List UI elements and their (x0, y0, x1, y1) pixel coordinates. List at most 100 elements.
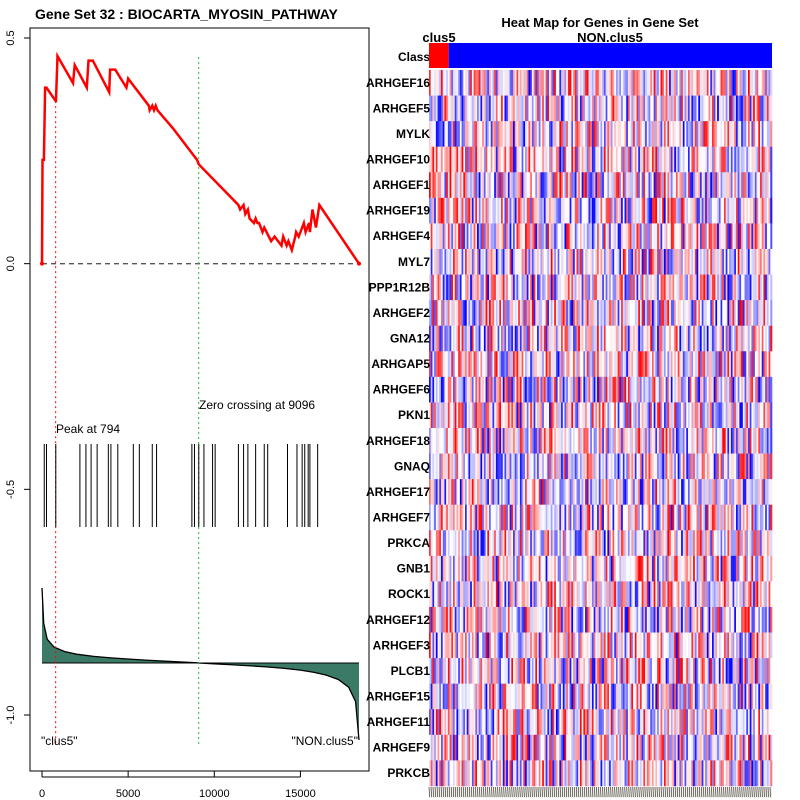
heatmap-cell (585, 530, 588, 557)
heatmap-cell (461, 300, 464, 326)
heatmap-cell (744, 223, 747, 250)
heatmap-cell (537, 402, 540, 429)
heatmap-cell (653, 632, 656, 659)
heatmap-cell (547, 402, 550, 429)
heatmap-cell (586, 402, 589, 429)
heatmap-cell (741, 172, 744, 199)
heatmap-cell (684, 530, 687, 557)
heatmap-cell (651, 197, 654, 224)
heatmap-cell (581, 658, 584, 684)
heatmap-cell (675, 555, 678, 582)
heatmap-cell (459, 427, 462, 454)
heatmap-cell (597, 530, 600, 557)
heatmap-cell (624, 427, 627, 454)
heatmap-cell (766, 479, 769, 505)
heatmap-cell (499, 658, 502, 684)
heatmap-cell (758, 606, 761, 633)
heatmap-cell (523, 555, 526, 582)
heatmap-cell (725, 479, 728, 505)
heatmap-cell (737, 95, 740, 122)
heatmap-cell (513, 95, 516, 122)
heatmap-cell (627, 351, 630, 378)
heatmap-cell (735, 402, 739, 429)
heatmap-cell (549, 376, 552, 403)
heatmap-cell (507, 274, 510, 301)
heatmap-cell (689, 274, 692, 301)
heatmap-cell (633, 402, 636, 429)
heatmap-cell (564, 504, 567, 531)
heatmap-cell (543, 223, 546, 250)
heatmap-cell (760, 70, 763, 96)
heatmap-cell (591, 606, 594, 633)
heatmap-cell (732, 146, 735, 173)
heatmap-cell (574, 683, 577, 710)
heatmap-cell (621, 530, 624, 557)
heatmap-cell (627, 223, 630, 250)
heatmap-cell (603, 95, 606, 122)
heatmap-cell (566, 632, 569, 659)
heatmap-cell (615, 351, 618, 378)
heatmap-cell (499, 121, 502, 148)
heatmap-cell (578, 95, 581, 122)
heatmap-cell (593, 376, 596, 403)
heatmap-cell (501, 70, 504, 96)
heatmap-cell (706, 479, 709, 505)
heatmap-cell (741, 632, 744, 659)
heatmap-cell (507, 504, 510, 531)
heatmap-cell (682, 300, 685, 326)
heatmap-cell (617, 248, 620, 275)
heatmap-cell (687, 300, 690, 326)
heatmap-cell (537, 300, 540, 326)
heatmap-cell (569, 453, 572, 480)
heatmap-cell (494, 632, 497, 659)
heatmap-cell (684, 632, 687, 659)
heatmap-cell (487, 121, 490, 148)
heatmap-cell (715, 325, 718, 352)
heatmap-row (429, 121, 773, 148)
heatmap-cell (597, 300, 600, 326)
heatmap-cell (730, 606, 733, 633)
heatmap-cell (516, 223, 519, 250)
heatmap-cell (643, 658, 646, 684)
heatmap-cell (521, 555, 524, 582)
heatmap-cell (586, 479, 589, 505)
heatmap-cell (526, 683, 529, 710)
heatmap-cell (660, 300, 663, 326)
heatmap-cell (466, 325, 469, 352)
heatmap-row (429, 606, 773, 633)
heatmap-row (429, 632, 773, 659)
heatmap-cell (494, 223, 497, 250)
heatmap-cell (434, 351, 437, 378)
heatmap-cell (485, 95, 488, 122)
heatmap-cell (626, 606, 629, 633)
heatmap-cell (497, 632, 500, 659)
heatmap-cell (533, 453, 536, 480)
heatmap-cell (451, 70, 454, 96)
heatmap-cell (713, 632, 716, 659)
heatmap-cell (643, 555, 646, 582)
heatmap-cell (526, 427, 529, 454)
heatmap-cell (444, 581, 447, 608)
heatmap-cell (730, 325, 733, 352)
heatmap-cell (600, 555, 603, 582)
heatmap-cell (698, 402, 701, 429)
heatmap-cell (566, 121, 569, 148)
heatmap-cell (710, 70, 713, 96)
heatmap-cell (737, 606, 740, 633)
heatmap-cell (600, 427, 603, 454)
heatmap-cell (446, 172, 449, 199)
heatmap-cell (526, 504, 529, 531)
heatmap-cell (507, 632, 510, 659)
heatmap-cell (737, 325, 740, 352)
heatmap-cell (747, 223, 751, 250)
heatmap-cell (615, 300, 618, 326)
heatmap-cell (533, 248, 536, 275)
heatmap-cell (538, 606, 541, 633)
heatmap-cell (761, 658, 764, 684)
heatmap-cell (495, 300, 498, 326)
heatmap-cell (691, 427, 694, 454)
heatmap-cell (441, 300, 444, 326)
heatmap-cell (435, 581, 438, 608)
heatmap-cell (662, 121, 665, 148)
heatmap-cell (723, 555, 726, 582)
